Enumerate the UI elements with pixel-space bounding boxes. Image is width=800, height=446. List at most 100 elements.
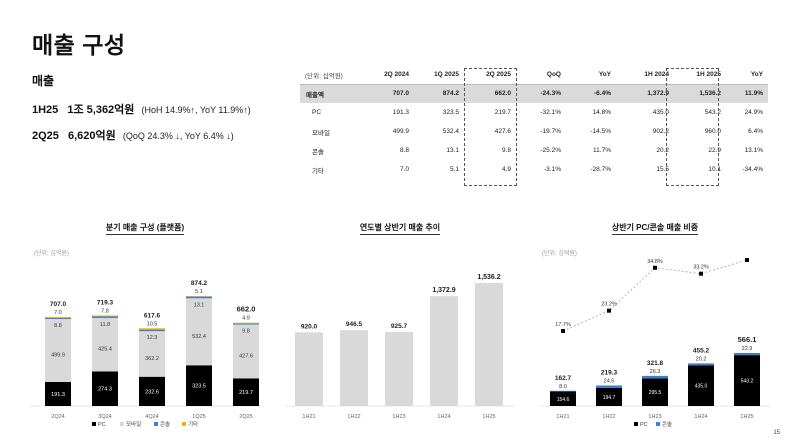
- bar-other: [45, 317, 71, 318]
- chart1-title: 분기 매출 구성 (플랫폼): [20, 222, 270, 235]
- table-row: 기타 7.0 5.1 4.9 -3.1% -28.7% 15.5 10.1 -34.4%: [300, 160, 768, 179]
- table-cell: 15.5: [656, 166, 669, 173]
- data-label-other: 10.5: [147, 321, 158, 327]
- bar-console: [550, 390, 576, 392]
- data-label: 1,372.9: [432, 287, 455, 294]
- bar: [295, 332, 323, 406]
- data-label-console: 8.8: [54, 323, 62, 329]
- bar-other: [92, 315, 118, 317]
- bar-mobile: [45, 319, 71, 382]
- data-label-total: 719.3: [97, 299, 114, 306]
- table-cell: 14.8%: [592, 109, 611, 116]
- table-row-label: 매출액: [300, 84, 358, 103]
- table-cell: -25.2%: [540, 147, 561, 154]
- table-cell: -28.7%: [590, 166, 611, 173]
- table-cell: 435.0: [652, 109, 669, 116]
- table-row-label: PC: [312, 109, 322, 116]
- data-label-mobile: 425.4: [98, 347, 112, 353]
- bar-pc: [642, 378, 668, 406]
- data-label-console: 13.1: [194, 302, 205, 308]
- summary-2q25: 2Q25 6,620억원 (QoQ 24.3% ↓, YoY 6.4% ↓): [32, 127, 234, 143]
- bar-pc: [688, 365, 714, 406]
- summary-period: 2Q25: [32, 130, 59, 142]
- x-tick-label: 2Q24: [51, 414, 64, 420]
- table-cell: 5.1: [449, 166, 459, 173]
- bar-other: [139, 328, 165, 330]
- data-label-pc: 191.3: [51, 392, 65, 398]
- legend-label: 기타: [188, 420, 198, 428]
- table-cell: 543.2: [704, 109, 721, 116]
- table-row-label: 콘솔: [312, 148, 324, 156]
- half-year-revenue-chart: 920.0 1H21 946.5 1H22 925.7 1H23 1,372.9 1H24 1,…: [285, 274, 515, 420]
- data-label: 946.5: [346, 321, 363, 328]
- share-point: [653, 265, 657, 270]
- x-tick-label: 1H22: [602, 414, 615, 420]
- table-cell: 4.9: [501, 166, 511, 173]
- table-cell: 22.9: [708, 147, 721, 154]
- legend-label: PC: [98, 422, 106, 428]
- bar-console: [45, 317, 71, 320]
- chart3-unit: (단위: 십억원): [542, 251, 577, 257]
- x-tick-label: 1H24: [437, 414, 450, 420]
- share-point: [745, 258, 749, 262]
- share-point: [607, 308, 611, 313]
- data-label-total: 455.2: [693, 347, 710, 354]
- data-label-total: 617.6: [144, 312, 161, 319]
- table-cell: -19.7%: [540, 128, 561, 135]
- data-label-pc: 543.2: [741, 379, 754, 385]
- bar-mobile: [92, 317, 118, 372]
- bar-console: [139, 329, 165, 332]
- bar: [430, 296, 458, 406]
- table-cell: 13.1%: [744, 147, 763, 154]
- x-tick-label: 1H24: [694, 414, 707, 420]
- share-line: [562, 259, 748, 332]
- table-body: 매출액 707.0 874.2 662.0 -24.3% -6.4% 1,372.9 1,53…: [300, 84, 768, 179]
- data-label-mobile: 532.4: [192, 334, 206, 340]
- data-label-mobile: 427.6: [239, 353, 253, 359]
- table-unit-label: (단위: 십억원): [300, 66, 358, 85]
- quarterly-platform-chart: 191.3 499.9 8.8 7.0 707.0 2Q24 274.3 425.4 11.8 7…: [30, 280, 260, 428]
- bar-other: [186, 296, 212, 297]
- legend-swatch: [182, 422, 186, 426]
- bar-pc: [734, 355, 760, 406]
- data-label-console: 9.8: [242, 329, 250, 335]
- table-cell: 427.6: [494, 128, 511, 135]
- data-label-total: 566.1: [738, 335, 757, 344]
- data-label-pc: 232.6: [145, 389, 159, 395]
- data-label-other: 7.0: [54, 310, 62, 316]
- pc-console-share-chart: 154.6 8.0 162.7 1H21 194.7 24.6 219.3 1H22 295.5…: [540, 258, 770, 428]
- bar-pc: [596, 387, 622, 406]
- data-label-total: 321.8: [647, 360, 664, 367]
- table-cell: -6.4%: [566, 84, 616, 103]
- summary-detail: (HoH 14.9%↑, YoY 11.9%↑): [141, 105, 251, 115]
- bar: [385, 331, 413, 406]
- data-label-total: 162.7: [555, 375, 572, 382]
- x-tick-label: 3Q24: [98, 414, 111, 420]
- bar-mobile: [186, 298, 212, 366]
- table-cell: 24.9%: [744, 109, 763, 116]
- bar-console: [92, 316, 118, 318]
- data-label-console: 12.3: [147, 335, 158, 341]
- x-tick-label: 1H22: [347, 414, 360, 420]
- share-point: [561, 329, 565, 333]
- table-cell: 1,536.2: [674, 84, 726, 103]
- summary-detail: (QoQ 24.3% ↓, YoY 6.4% ↓): [122, 131, 234, 141]
- data-label: 1,536.2: [477, 274, 500, 281]
- table-col-header: YoY: [566, 66, 616, 85]
- data-label: 920.0: [301, 323, 318, 330]
- table-col-header: 1Q 2025: [414, 66, 464, 85]
- table-col-header: YoY: [726, 66, 768, 85]
- data-label-other: 4.9: [242, 316, 250, 322]
- chart1-title-text: 분기 매출 구성 (플랫폼): [105, 223, 185, 235]
- data-label-pc: 323.5: [192, 384, 206, 390]
- data-label-pc: 219.7: [239, 390, 253, 396]
- table-cell: 10.1: [708, 166, 721, 173]
- legend-label: 콘솔: [160, 420, 170, 428]
- revenue-table: (단위: 십억원) 2Q 2024 1Q 2025 2Q 2025 QoQ Yo…: [300, 66, 768, 179]
- table-cell: 960.0: [704, 128, 721, 135]
- chart2-title-text: 연도별 상반기 매출 추이: [359, 223, 441, 235]
- legend-swatch: [92, 422, 96, 426]
- data-label-pc: 154.6: [557, 397, 570, 403]
- data-label: 925.7: [391, 323, 408, 330]
- data-label-console: 20.2: [696, 356, 707, 362]
